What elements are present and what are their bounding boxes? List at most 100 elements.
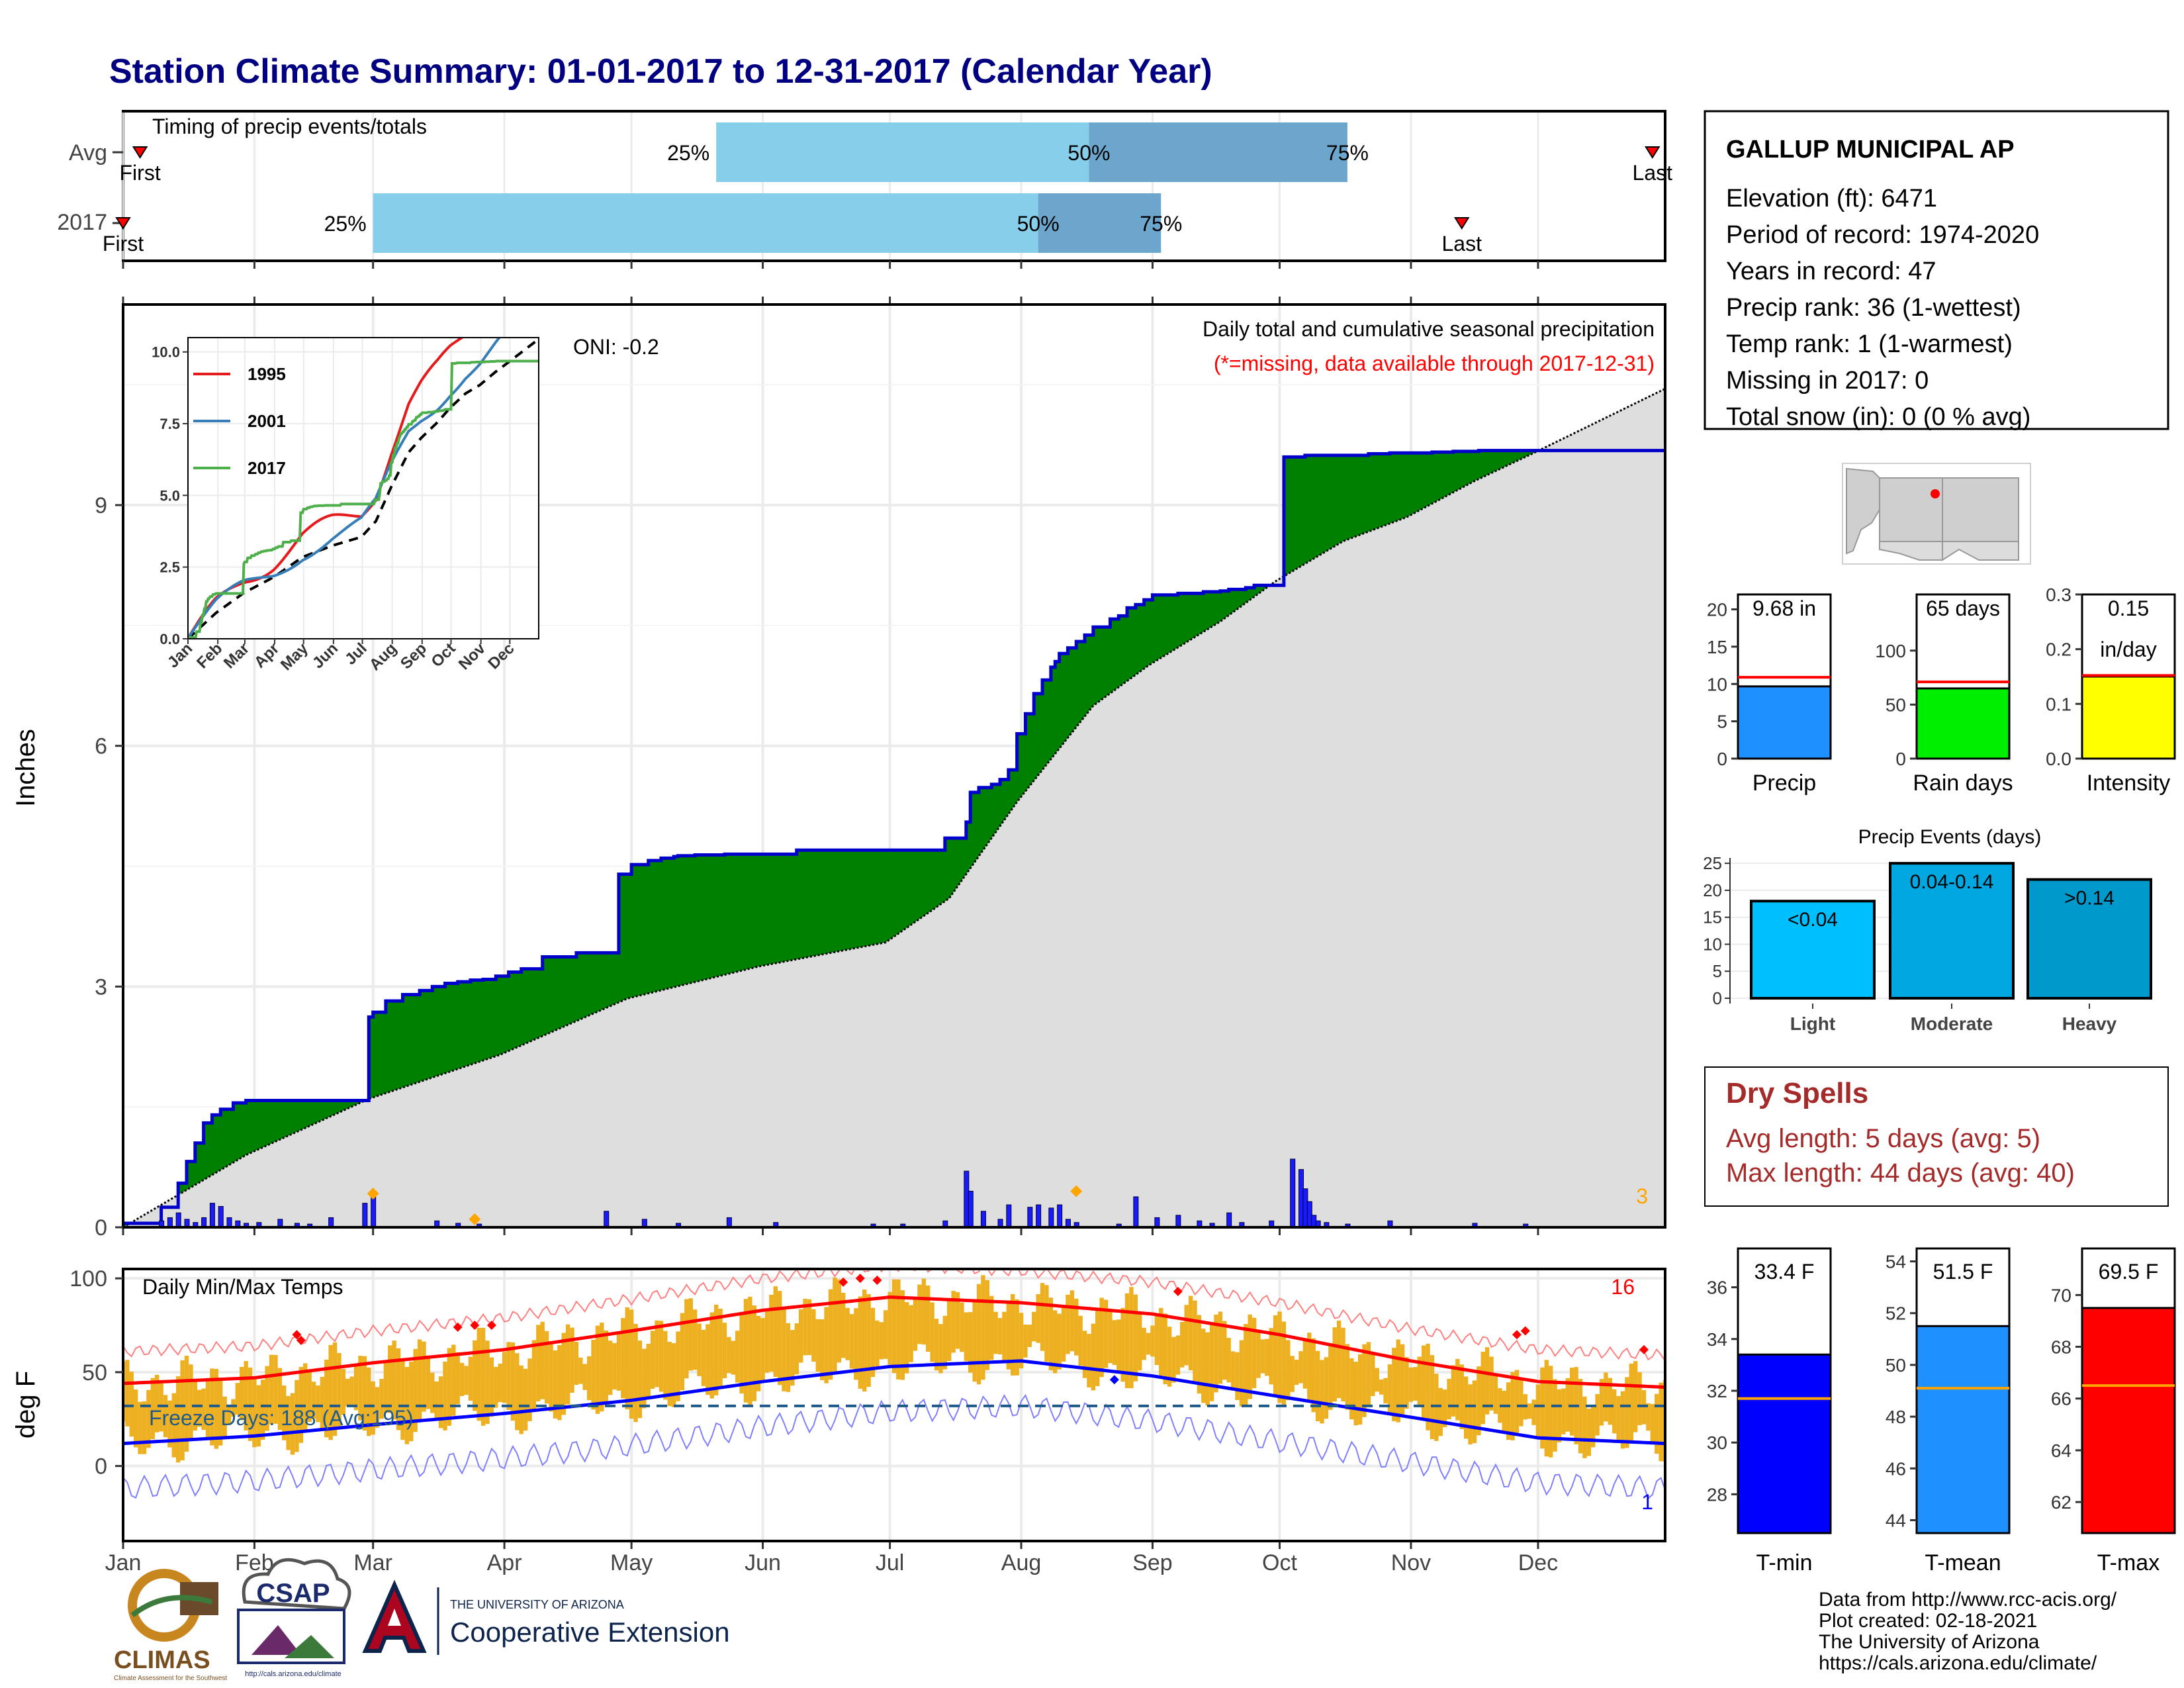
daily-temp-range — [625, 1307, 629, 1409]
temp-bar — [1915, 1325, 2011, 1534]
daily-temp-range — [1218, 1311, 1223, 1384]
daily-temp-range — [769, 1294, 774, 1372]
daily-temp-range — [557, 1344, 562, 1421]
daily-temp-range — [629, 1309, 634, 1419]
events-y-tick-label: 15 — [1703, 908, 1722, 927]
daily-temp-range — [1519, 1379, 1524, 1427]
daily-temp-range — [938, 1324, 943, 1374]
daily-temp-range — [489, 1357, 494, 1417]
daily-temp-range — [392, 1340, 396, 1420]
temp-bar-tick-label: 28 — [1707, 1484, 1727, 1505]
daily-temp-range — [303, 1363, 308, 1432]
daily-precip-bar — [997, 1219, 1003, 1227]
daily-temp-range — [1341, 1327, 1345, 1401]
daily-temp-range — [1019, 1313, 1024, 1369]
daily-temp-range — [578, 1357, 583, 1384]
daily-temp-range — [1184, 1305, 1189, 1366]
record-high-marker — [855, 1274, 865, 1284]
p75-label: 75% — [1140, 212, 1182, 236]
extreme-precip-marker — [469, 1213, 481, 1225]
temp-bar-tick-label: 50 — [1886, 1355, 1906, 1376]
climas-subtitle: Climate Assessment for the Southwest — [114, 1675, 227, 1682]
record-low-line — [123, 1393, 1665, 1500]
daily-temp-range — [1544, 1360, 1549, 1457]
daily-temp-range — [722, 1323, 727, 1378]
daily-temp-range — [964, 1312, 969, 1362]
daily-temp-range — [824, 1307, 829, 1383]
daily-temp-range — [1175, 1335, 1181, 1375]
daily-temp-range — [1612, 1389, 1617, 1434]
daily-temp-range — [1251, 1317, 1257, 1388]
daily-temp-range — [180, 1360, 185, 1461]
first-event-label: First — [103, 232, 144, 256]
daily-temp-range — [811, 1309, 816, 1362]
daily-temp-range — [1307, 1333, 1312, 1400]
temp-bar-name: T-max — [2097, 1550, 2160, 1575]
record-high-marker — [296, 1335, 306, 1345]
daily-temp-range — [510, 1342, 516, 1421]
daily-temp-range — [955, 1292, 960, 1349]
daily-temp-range — [1099, 1297, 1104, 1378]
daily-temp-range — [1514, 1370, 1520, 1435]
daily-temp-range — [942, 1315, 948, 1370]
temp-bar-tick-label: 30 — [1707, 1432, 1727, 1453]
daily-temp-range — [1527, 1403, 1532, 1419]
daily-temp-range — [417, 1339, 422, 1421]
summary-bar-tick-label: 5 — [1717, 712, 1727, 732]
daily-temp-range — [968, 1312, 973, 1373]
daily-temp-range — [138, 1401, 142, 1454]
temp-bar-value-label: 51.5 F — [1933, 1260, 1993, 1284]
daily-temp-range — [498, 1363, 502, 1403]
daily-temp-range — [930, 1302, 934, 1362]
daily-temp-range — [332, 1342, 338, 1436]
daily-temp-range — [1366, 1342, 1371, 1406]
daily-temp-range — [1413, 1367, 1418, 1401]
daily-temp-range — [451, 1344, 456, 1416]
timing-bars — [113, 122, 1661, 253]
timing-row-label-2017: 2017 — [57, 210, 107, 235]
daily-precip-bar — [184, 1219, 190, 1227]
daily-temp-range — [1091, 1323, 1096, 1391]
daily-temp-range — [1383, 1378, 1388, 1404]
daily-temp-range — [1129, 1287, 1134, 1389]
record-low-marker — [1109, 1375, 1119, 1385]
daily-temp-range — [1590, 1407, 1596, 1448]
daily-temp-range — [1027, 1325, 1032, 1347]
daily-temp-range — [244, 1361, 248, 1430]
daily-temp-range — [316, 1385, 320, 1423]
events-bars: 0 5 10 15 20 25 <0.04 Light 0.04-0.14 Moderate >0.… — [1703, 853, 2152, 1034]
summary-bar-value-label: 0.15 — [2108, 596, 2149, 620]
temp-bar-tick-label: 52 — [1886, 1303, 1906, 1324]
daily-temp-range — [777, 1291, 782, 1385]
daily-temp-range — [214, 1368, 219, 1449]
daily-temp-range — [189, 1364, 193, 1440]
events-category-label: Light — [1790, 1013, 1835, 1034]
first-event-marker — [115, 217, 131, 230]
daily-temp-range — [231, 1399, 236, 1417]
daily-temp-range — [697, 1323, 702, 1376]
daily-temp-range — [167, 1400, 172, 1448]
daily-temp-range — [1646, 1403, 1651, 1431]
daily-temp-range — [1315, 1350, 1320, 1421]
daily-temp-range — [1074, 1298, 1079, 1356]
daily-temp-range — [400, 1360, 405, 1440]
daily-temp-range — [879, 1322, 884, 1360]
daily-precip-bar — [942, 1220, 948, 1227]
daily-temp-range — [947, 1301, 952, 1362]
daily-temp-range — [1531, 1399, 1536, 1425]
daily-precip-bar — [968, 1190, 974, 1227]
events-title: Precip Events (days) — [1858, 826, 2042, 848]
p75-label: 75% — [1326, 141, 1369, 165]
daily-temp-range — [248, 1367, 253, 1441]
events-bar — [2026, 878, 2152, 1000]
summary-bar-tick-label: 10 — [1707, 674, 1727, 694]
daily-temp-range — [862, 1289, 867, 1392]
temp-y-tick-label: 50 — [82, 1360, 107, 1385]
daily-temp-range — [146, 1389, 151, 1448]
events-bar — [1750, 900, 1876, 1000]
temp-bar-tick-label: 64 — [2051, 1440, 2071, 1461]
temp-bar-tick-label: 48 — [1886, 1407, 1906, 1427]
daily-temp-range — [671, 1343, 676, 1407]
daily-temp-range — [205, 1378, 210, 1438]
